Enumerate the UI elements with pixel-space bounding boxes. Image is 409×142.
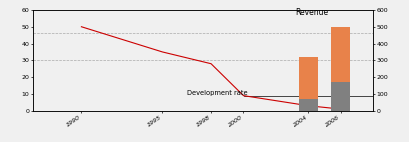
Bar <box>298 57 317 99</box>
Bar <box>330 82 350 111</box>
Text: Development rate: Development rate <box>186 90 247 96</box>
Text: Revenue: Revenue <box>294 8 328 17</box>
Bar <box>330 27 350 82</box>
Bar <box>298 99 317 111</box>
